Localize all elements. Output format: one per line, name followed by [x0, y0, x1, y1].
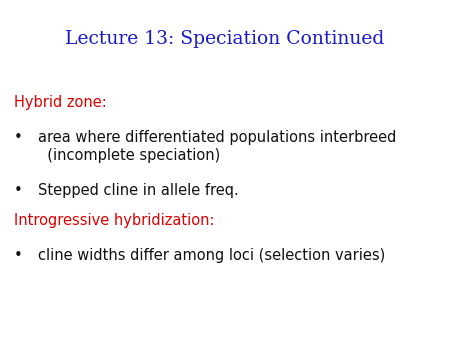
Text: Lecture 13: Speciation Continued: Lecture 13: Speciation Continued	[65, 30, 385, 48]
Text: area where differentiated populations interbreed
  (incomplete speciation): area where differentiated populations in…	[38, 130, 396, 163]
Text: Introgressive hybridization:: Introgressive hybridization:	[14, 213, 214, 228]
Text: •: •	[14, 130, 22, 145]
Text: •: •	[14, 183, 22, 197]
Text: Hybrid zone:: Hybrid zone:	[14, 95, 106, 110]
Text: cline widths differ among loci (selection varies): cline widths differ among loci (selectio…	[38, 248, 386, 263]
Text: Stepped cline in allele freq.: Stepped cline in allele freq.	[38, 183, 239, 197]
Text: •: •	[14, 248, 22, 263]
